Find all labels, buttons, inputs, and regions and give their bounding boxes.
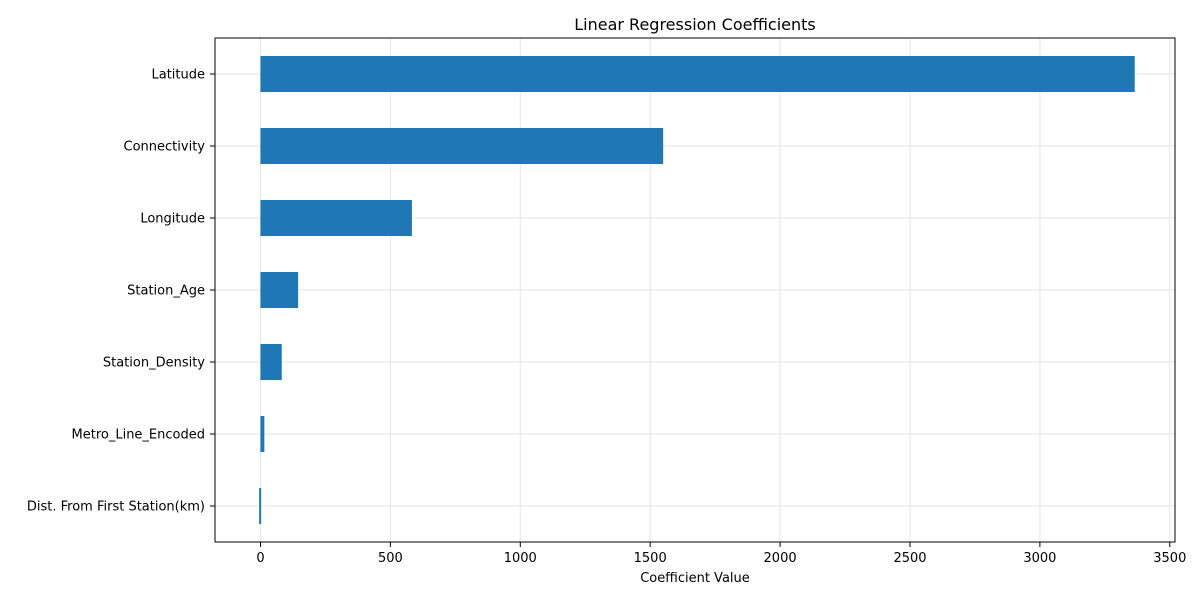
bar	[260, 56, 1135, 92]
bar	[259, 488, 262, 524]
y-tick-label: Connectivity	[124, 140, 206, 155]
axes: 0 500 1000 1500 2000 2500 3000 3500 Latitude Conn…	[27, 37, 1186, 566]
x-tick-label: 1000	[504, 551, 537, 566]
bar	[260, 416, 265, 452]
bar	[260, 272, 299, 308]
y-tick-label: Metro_Line_Encoded	[72, 428, 205, 443]
x-tick-label: 1500	[634, 551, 667, 566]
y-tick-label: Latitude	[151, 68, 205, 83]
y-tick-label: Station_Density	[103, 356, 205, 371]
x-tick-label: 3500	[1153, 551, 1186, 566]
x-tick-label: 0	[256, 551, 264, 566]
x-tick-label: 500	[378, 551, 403, 566]
chart-title: Linear Regression Coefficients	[574, 15, 816, 34]
x-axis-label: Coefficient Value	[640, 571, 750, 586]
bar	[260, 128, 664, 164]
plot-frame	[214, 37, 1176, 543]
y-tick-label: Dist. From First Station(km)	[27, 500, 205, 515]
bar	[260, 344, 282, 380]
y-tick-label: Longitude	[140, 212, 205, 227]
x-tick-label: 3000	[1023, 551, 1056, 566]
bars	[259, 56, 1135, 524]
x-tick-label: 2000	[764, 551, 797, 566]
bar	[260, 200, 412, 236]
x-tick-label: 2500	[893, 551, 926, 566]
y-tick-label: Station_Age	[127, 284, 205, 299]
